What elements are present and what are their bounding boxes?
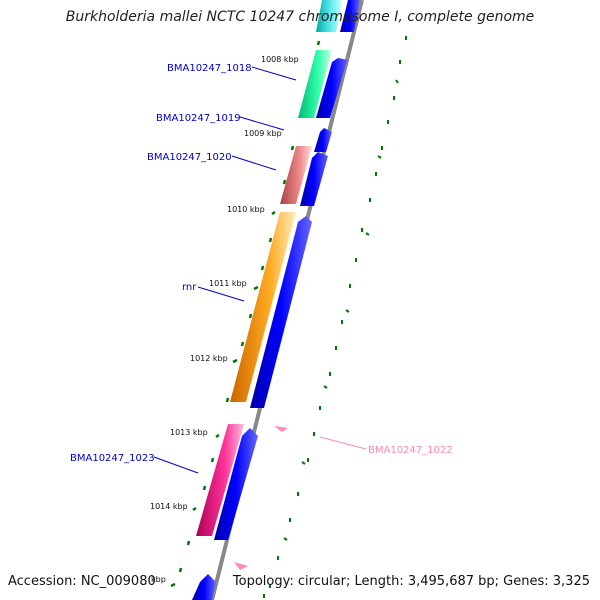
kbp-label: 1014 kbp [150, 502, 188, 511]
gene-label-rnr[interactable]: rnr [182, 282, 197, 293]
map-title: Burkholderia mallei NCTC 10247 chromosom… [65, 9, 535, 25]
outer-features [196, 0, 342, 536]
kbp-label: kbp [151, 575, 166, 584]
kbp-label: 1013 kbp [170, 428, 208, 437]
gene-marker-small [234, 562, 248, 570]
accession-text: Accession: NC_009080 [8, 574, 156, 589]
cds-features [192, 0, 360, 600]
gene-label-bma10247-1019[interactable]: BMA10247_1019 [156, 113, 241, 124]
cds-arrow-bottom [192, 574, 216, 600]
outer-scale-dots [263, 36, 407, 598]
gene-bar-bma10247-1018 [298, 50, 332, 118]
cds-arrow-1019 [314, 128, 332, 152]
cds-arrow-1018 [316, 58, 348, 118]
kbp-label: 1011 kbp [209, 279, 247, 288]
label-leaders [153, 66, 367, 474]
gene-label-bma10247-1018[interactable]: BMA10247_1018 [167, 63, 252, 74]
kbp-label: 1012 kbp [190, 354, 228, 363]
cds-arrow-1023 [214, 428, 258, 540]
gene-label-bma10247-1020[interactable]: BMA10247_1020 [147, 152, 232, 163]
gene-bar-rnr [230, 212, 296, 402]
gene-bar-top [316, 0, 342, 32]
gene-bar-bma10247-1023 [196, 424, 244, 536]
cds-arrow-rnr [250, 216, 312, 408]
gene-label-bma10247-1023[interactable]: BMA10247_1023 [70, 453, 155, 464]
cds-arrow-top [340, 0, 360, 32]
kbp-label: 1009 kbp [244, 129, 282, 138]
gene-bar-bma10247-1020 [280, 146, 312, 204]
kbp-label: 1008 kbp [261, 55, 299, 64]
cds-arrow-1020 [300, 152, 328, 206]
gene-marker-bma10247-1022 [274, 426, 288, 432]
gene-label-bma10247-1022[interactable]: BMA10247_1022 [368, 445, 453, 456]
kbp-label: 1010 kbp [227, 205, 265, 214]
topology-text: Topology: circular; Length: 3,495,687 bp… [232, 574, 590, 589]
